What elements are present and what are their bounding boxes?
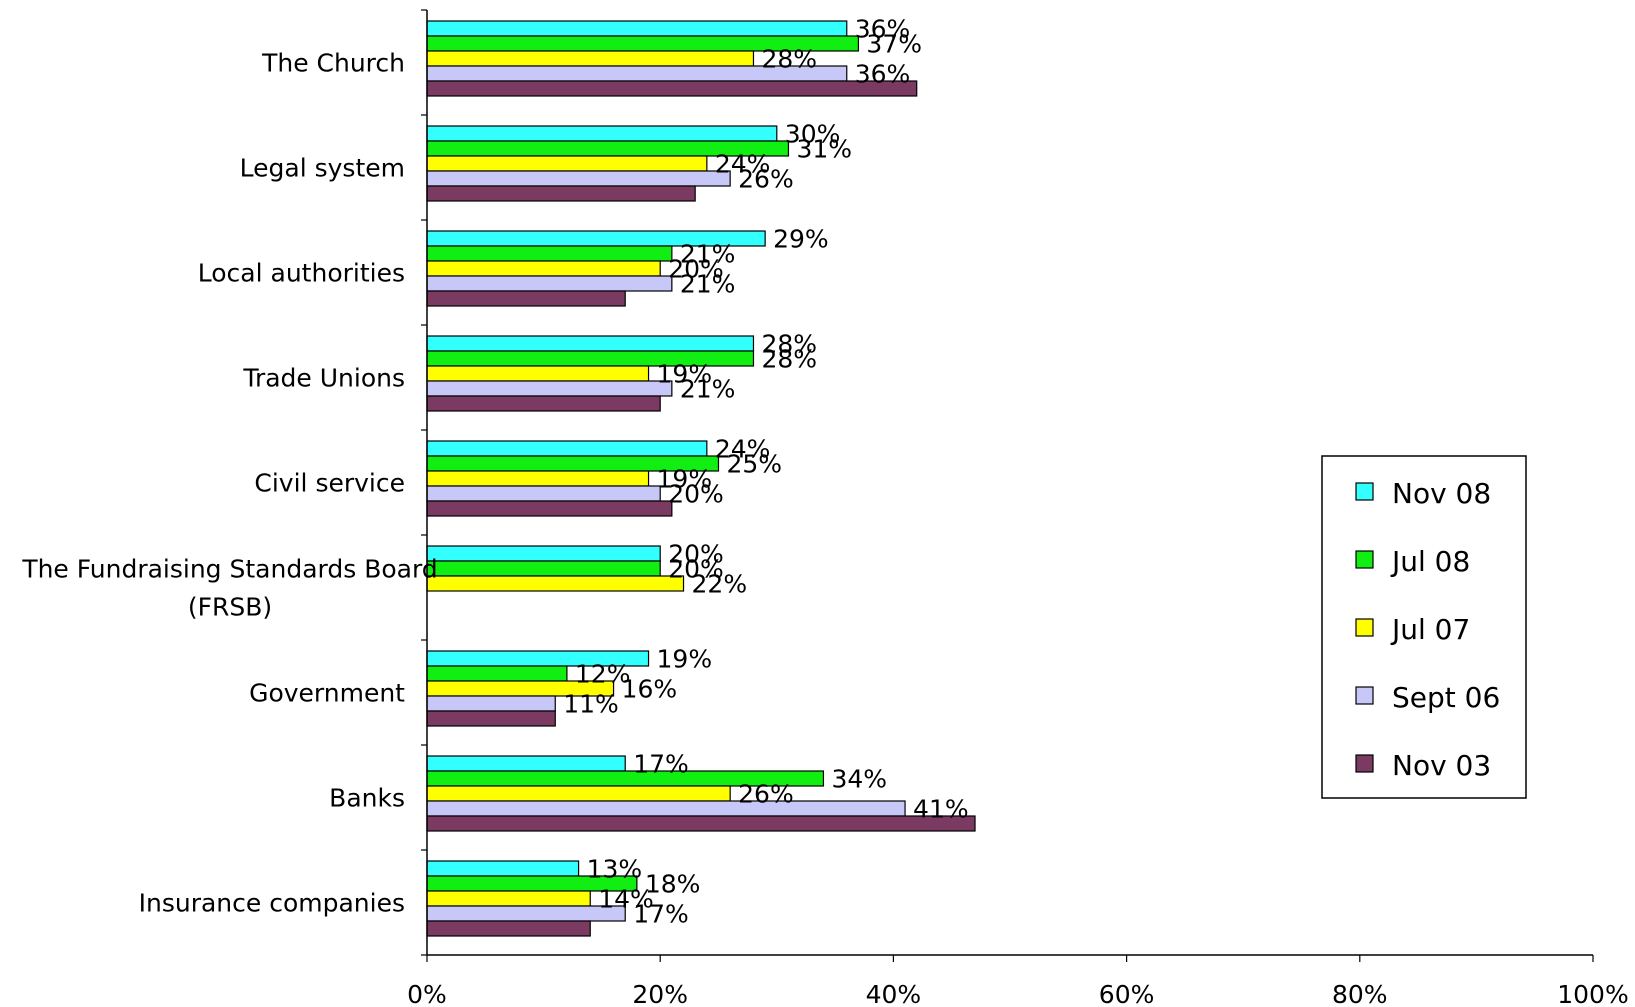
legend-label-0: Nov 08 [1392, 477, 1491, 510]
data-label-3-2: 19% [657, 360, 713, 389]
category-label-5: The Fundraising Standards Board (FRSB) [21, 555, 437, 622]
data-label-3-1: 28% [761, 345, 817, 374]
data-label-5-0: 20% [668, 540, 724, 569]
data-label-1-1: 31% [796, 135, 852, 164]
bar-2-1 [426, 245, 673, 262]
legend: Nov 08 Jul 08 Jul 07 Sept 06 Nov 03 [1321, 455, 1527, 799]
data-label-4-1: 25% [727, 450, 783, 479]
bar-8-2 [426, 890, 591, 907]
data-label-6-2: 16% [622, 675, 678, 704]
legend-label-1: Jul 08 [1390, 545, 1470, 578]
axes: The Church Legal system Local authorities T… [21, 9, 1629, 1007]
bar-3-2 [426, 365, 650, 382]
bar-5-1 [426, 560, 661, 577]
bar-4-4 [426, 500, 673, 517]
bar-5-2 [426, 575, 685, 592]
data-label-2-1: 21% [680, 240, 736, 269]
bar-2-4 [426, 290, 626, 307]
bar-4-2 [426, 470, 650, 487]
data-label-6-3: 11% [563, 690, 619, 719]
x-tick-label-1: 20% [632, 980, 688, 1007]
x-tick-label-5: 100% [1557, 980, 1628, 1007]
data-label-8-0: 13% [587, 855, 643, 884]
bar-2-3 [426, 275, 673, 292]
data-label-1-0: 30% [785, 120, 841, 149]
legend-swatch-4 [1355, 754, 1374, 773]
bar-6-1 [426, 665, 568, 682]
category-label-4: Civil service [254, 469, 405, 498]
x-tick-label-0: 0% [407, 980, 447, 1007]
bar-7-2 [426, 785, 731, 802]
bar-1-3 [426, 170, 731, 187]
legend-swatch-1 [1355, 550, 1374, 569]
data-label-5-1: 20% [668, 555, 724, 584]
bar-0-2 [426, 50, 755, 67]
bar-6-3 [426, 695, 556, 712]
data-label-0-0: 36% [855, 15, 911, 44]
data-label-7-0: 17% [633, 750, 689, 779]
data-label-1-3: 26% [738, 165, 794, 194]
data-labels-layer: 36%37%28%36%30%31%24%26%29%21%20%21%28%2… [563, 15, 968, 929]
data-label-1-2: 24% [715, 150, 771, 179]
x-tick-label-2: 40% [866, 980, 922, 1007]
data-label-8-3: 17% [633, 900, 689, 929]
legend-label-4: Nov 03 [1392, 749, 1491, 782]
bar-7-0 [426, 755, 626, 772]
data-label-6-0: 19% [657, 645, 713, 674]
data-label-7-2: 26% [738, 780, 794, 809]
legend-label-3: Sept 06 [1392, 681, 1500, 714]
category-label-8: Insurance companies [139, 889, 405, 918]
data-label-7-3: 41% [913, 795, 969, 824]
bar-1-2 [426, 155, 708, 172]
data-label-6-1: 12% [575, 660, 631, 689]
data-label-0-1: 37% [866, 30, 922, 59]
data-label-3-3: 21% [680, 375, 736, 404]
bar-8-4 [426, 920, 591, 937]
data-label-4-2: 19% [657, 465, 713, 494]
data-label-2-3: 21% [680, 270, 736, 299]
bar-3-3 [426, 380, 673, 397]
bar-0-0 [426, 20, 848, 37]
category-label-7: Banks [329, 784, 405, 813]
data-label-2-0: 29% [773, 225, 829, 254]
bar-7-3 [426, 800, 906, 817]
data-label-8-1: 18% [645, 870, 701, 899]
data-label-7-1: 34% [831, 765, 887, 794]
bar-6-4 [426, 710, 556, 727]
bar-1-0 [426, 125, 778, 142]
bar-8-3 [426, 905, 626, 922]
bar-5-0 [426, 545, 661, 562]
legend-label-2: Jul 07 [1390, 613, 1470, 646]
bar-4-3 [426, 485, 661, 502]
bar-2-2 [426, 260, 661, 277]
bar-3-0 [426, 335, 755, 352]
category-label-2: Local authorities [198, 259, 405, 288]
data-label-5-2: 22% [692, 570, 748, 599]
legend-swatch-2 [1355, 618, 1374, 637]
bar-7-4 [426, 815, 976, 832]
category-label-0: The Church [261, 49, 405, 78]
bar-4-0 [426, 440, 708, 457]
bar-0-4 [426, 80, 918, 97]
x-tick-label-4: 80% [1332, 980, 1388, 1007]
data-label-3-0: 28% [761, 330, 817, 359]
legend-swatch-3 [1355, 686, 1374, 705]
data-label-0-3: 36% [855, 60, 911, 89]
legend-swatch-0 [1355, 482, 1374, 501]
data-label-0-2: 28% [761, 45, 817, 74]
category-label-1: Legal system [240, 154, 405, 183]
bar-1-4 [426, 185, 696, 202]
data-label-2-2: 20% [668, 255, 724, 284]
data-label-4-0: 24% [715, 435, 771, 464]
category-label-6: Government [249, 679, 405, 708]
bar-3-4 [426, 395, 661, 412]
data-label-8-2: 14% [598, 885, 654, 914]
category-label-3: Trade Unions [242, 364, 405, 393]
bar-8-0 [426, 860, 580, 877]
data-label-4-3: 20% [668, 480, 724, 509]
x-tick-label-3: 60% [1099, 980, 1155, 1007]
